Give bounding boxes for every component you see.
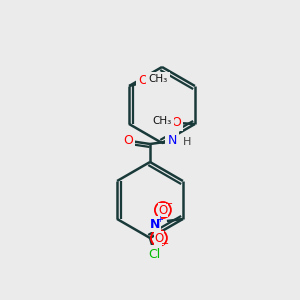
Text: O: O (154, 232, 164, 244)
Text: +: + (157, 214, 163, 224)
Text: O: O (138, 74, 148, 88)
Text: CH₃: CH₃ (148, 74, 168, 84)
Text: Cl: Cl (148, 248, 160, 260)
Text: H: H (183, 137, 191, 147)
Text: O: O (158, 203, 167, 217)
Text: N: N (150, 218, 160, 230)
Text: O: O (123, 134, 133, 146)
Text: O: O (171, 116, 181, 128)
Text: −: − (161, 239, 169, 249)
Text: −: − (165, 199, 173, 209)
Text: N: N (167, 134, 177, 146)
Text: CH₃: CH₃ (152, 116, 172, 126)
